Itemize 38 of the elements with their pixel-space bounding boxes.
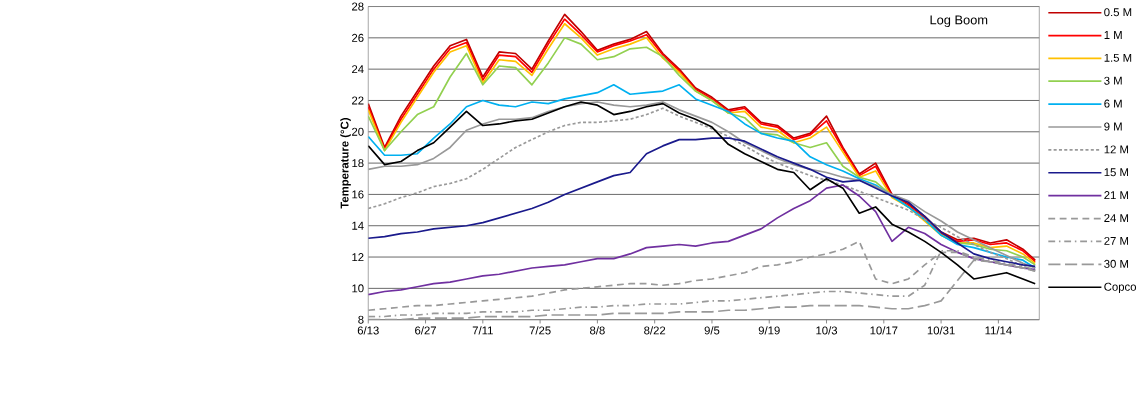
legend-label: 12 M — [1104, 145, 1128, 154]
x-tick-label: 10/3 — [816, 326, 838, 335]
x-tick-label: 10/31 — [927, 326, 955, 335]
x-tick-label: 9/19 — [758, 326, 780, 335]
y-tick-label: 26 — [352, 33, 364, 42]
legend-label: 3 M — [1104, 76, 1122, 85]
legend-label: 0.5 M — [1104, 8, 1132, 17]
x-tick-label: 6/27 — [415, 326, 436, 335]
y-tick-label: 28 — [352, 2, 364, 11]
x-tick-label: 6/13 — [357, 326, 379, 335]
legend-label: 24 M — [1104, 213, 1128, 222]
legend-label: Copco — [1104, 282, 1137, 293]
x-tick-label: 8/8 — [590, 326, 605, 335]
y-tick-label: 14 — [352, 221, 364, 230]
legend-label: 30 M — [1104, 259, 1128, 268]
x-tick-label: 7/25 — [529, 326, 551, 335]
y-tick-label: 18 — [352, 159, 364, 168]
y-tick-label: 12 — [352, 253, 364, 261]
y-tick-label: 24 — [352, 65, 364, 74]
x-tick-label: 7/11 — [472, 326, 493, 335]
annotation: Log Boom — [930, 15, 988, 27]
legend-label: 27 M — [1104, 236, 1128, 245]
x-tick-label: 10/17 — [870, 326, 898, 335]
y-tick-label: 8 — [358, 315, 364, 324]
x-tick-label: 8/22 — [644, 326, 666, 335]
x-tick-label: 9/5 — [704, 326, 720, 335]
legend-label: 21 M — [1104, 191, 1128, 199]
y-tick-label: 16 — [352, 190, 364, 199]
y-axis-title: Temperature (°C) — [340, 118, 351, 209]
y-tick-label: 20 — [352, 127, 364, 136]
legend-label: 9 M — [1104, 122, 1122, 131]
y-tick-label: 10 — [352, 284, 364, 293]
x-tick-label: 11/14 — [985, 326, 1012, 335]
legend-label: 15 M — [1104, 168, 1128, 177]
legend-label: 6 M — [1104, 99, 1122, 108]
legend-label: 1.5 M — [1104, 53, 1132, 62]
y-tick-label: 22 — [352, 96, 364, 105]
legend-label: 1 M — [1104, 31, 1122, 39]
